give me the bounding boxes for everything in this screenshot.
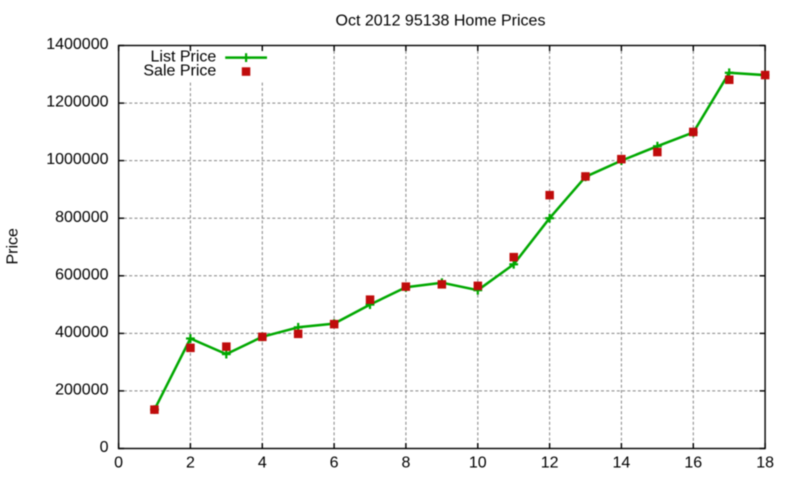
svg-text:4: 4	[258, 455, 267, 472]
svg-text:2: 2	[186, 455, 195, 472]
svg-text:800000: 800000	[55, 209, 108, 226]
svg-text:1000000: 1000000	[46, 151, 108, 168]
svg-text:12: 12	[541, 455, 559, 472]
svg-text:16: 16	[684, 455, 702, 472]
svg-text:1400000: 1400000	[46, 36, 108, 53]
svg-text:10: 10	[469, 455, 487, 472]
svg-text:6: 6	[330, 455, 339, 472]
svg-text:Price: Price	[4, 228, 21, 265]
svg-text:1200000: 1200000	[46, 94, 108, 111]
svg-text:List Price: List Price	[151, 49, 217, 66]
svg-text:400000: 400000	[55, 324, 108, 341]
svg-text:200000: 200000	[55, 382, 108, 399]
svg-text:0: 0	[114, 455, 123, 472]
svg-text:Oct 2012 95138 Home Prices: Oct 2012 95138 Home Prices	[336, 12, 546, 29]
svg-text:8: 8	[401, 455, 410, 472]
svg-text:14: 14	[613, 455, 631, 472]
svg-text:0: 0	[100, 439, 109, 456]
svg-text:600000: 600000	[55, 266, 108, 283]
svg-text:Sale Price: Sale Price	[143, 63, 216, 80]
svg-text:18: 18	[756, 455, 774, 472]
